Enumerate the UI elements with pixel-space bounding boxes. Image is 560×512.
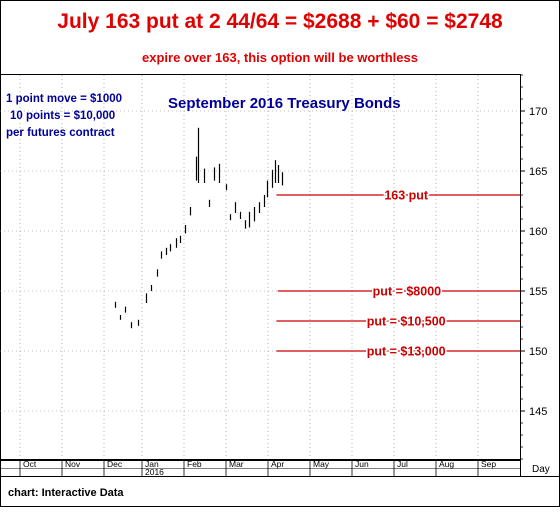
x-month-label: May — [313, 459, 330, 469]
x-month-label: Nov — [65, 459, 81, 469]
put-label: put = $10,500 — [367, 315, 446, 329]
x-year-label: 2016 — [145, 467, 164, 477]
x-period-label: Day — [532, 464, 550, 475]
put-label: put = $13,000 — [367, 345, 446, 359]
note-ten-points: 10 points = $10,000 — [10, 110, 116, 122]
x-month-label: Jun — [355, 459, 369, 469]
y-tick-label: 160 — [529, 226, 547, 238]
subheadline: expire over 163, this option will be wor… — [142, 50, 418, 65]
x-month-label: Feb — [187, 459, 202, 469]
y-tick-label: 165 — [529, 166, 547, 178]
x-month-label: Oct — [23, 459, 37, 469]
chart-title: September 2016 Treasury Bonds — [168, 95, 401, 112]
put-label: 163 put — [384, 189, 429, 203]
x-month-label: Aug — [439, 459, 454, 469]
x-month-label: Mar — [229, 459, 244, 469]
put-annotations: 163 put put = $8000 put = $10,500 put = $13… — [276, 187, 520, 360]
grid — [0, 75, 520, 459]
price-bars — [114, 127, 284, 329]
x-month-label: Dec — [107, 459, 123, 469]
y-tick-label: 170 — [529, 106, 547, 118]
x-month-label: Jul — [397, 459, 408, 469]
chart-credit: chart: Interactive Data — [8, 487, 124, 499]
y-tick-label: 145 — [529, 406, 547, 418]
x-month-label: Apr — [271, 459, 284, 469]
x-month-label: Jan — [145, 459, 159, 469]
headline: July 163 put at 2 44/64 = $2688 + $60 = … — [57, 10, 503, 33]
y-tick-label: 150 — [529, 346, 547, 358]
note-point-move: 1 point move = $1000 — [6, 93, 123, 105]
x-month-label: Sep — [481, 459, 496, 469]
axes: 145 150 155 160 165 170 Oct Nov Dec Jan Feb Mar Apr M… — [19, 74, 550, 477]
y-tick-label: 155 — [529, 286, 547, 298]
put-label: put = $8000 — [373, 285, 441, 299]
note-per-contract: per futures contract — [6, 127, 115, 139]
